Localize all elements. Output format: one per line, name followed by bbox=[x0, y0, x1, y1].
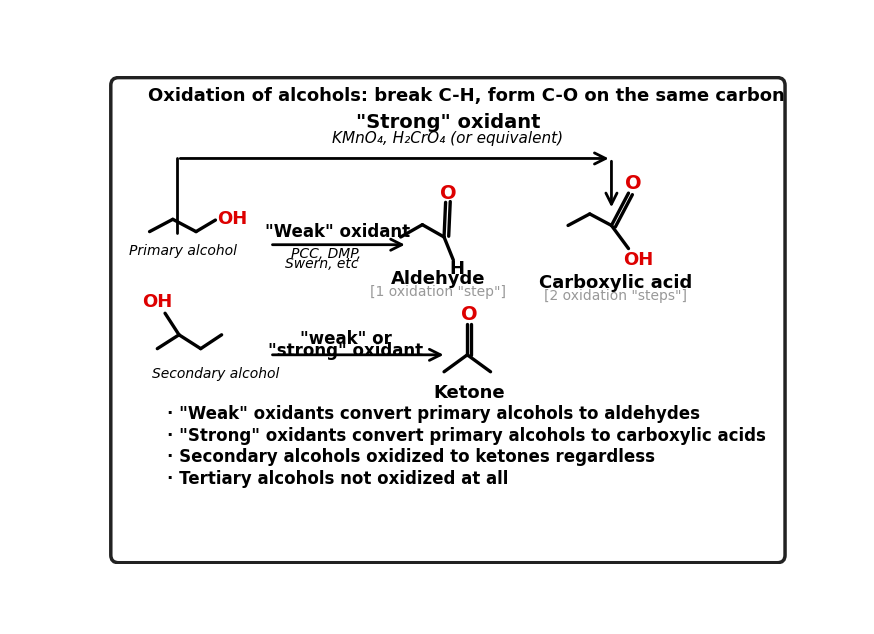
Text: · Tertiary alcohols not oxidized at all: · Tertiary alcohols not oxidized at all bbox=[168, 470, 509, 488]
Text: · Secondary alcohols oxidized to ketones regardless: · Secondary alcohols oxidized to ketones… bbox=[168, 448, 656, 466]
Text: · "Strong" oxidants convert primary alcohols to carboxylic acids: · "Strong" oxidants convert primary alco… bbox=[168, 427, 766, 444]
Text: "strong" oxidant: "strong" oxidant bbox=[268, 342, 423, 360]
FancyBboxPatch shape bbox=[111, 77, 785, 563]
Text: O: O bbox=[461, 306, 477, 324]
Text: Swern, etc: Swern, etc bbox=[285, 257, 358, 271]
Text: H: H bbox=[449, 261, 464, 278]
Text: "weak" or: "weak" or bbox=[300, 330, 392, 347]
Text: [1 oxidation "step"]: [1 oxidation "step"] bbox=[370, 285, 506, 299]
Text: Carboxylic acid: Carboxylic acid bbox=[538, 275, 692, 292]
Text: OH: OH bbox=[218, 210, 247, 228]
Text: Primary alcohol: Primary alcohol bbox=[128, 244, 237, 258]
Text: · "Weak" oxidants convert primary alcohols to aldehydes: · "Weak" oxidants convert primary alcoho… bbox=[168, 405, 700, 423]
Text: O: O bbox=[440, 184, 456, 203]
Text: O: O bbox=[625, 174, 642, 193]
Text: Secondary alcohol: Secondary alcohol bbox=[152, 367, 280, 381]
Text: KMnO₄, H₂CrO₄ (or equivalent): KMnO₄, H₂CrO₄ (or equivalent) bbox=[332, 131, 564, 146]
Text: "Strong" oxidant: "Strong" oxidant bbox=[356, 113, 540, 132]
Text: Aldehyde: Aldehyde bbox=[391, 270, 485, 288]
Text: "Weak" oxidant: "Weak" oxidant bbox=[266, 223, 411, 241]
Text: [2 oxidation "steps"]: [2 oxidation "steps"] bbox=[544, 289, 687, 303]
Text: Ketone: Ketone bbox=[433, 384, 504, 403]
Text: PCC, DMP,: PCC, DMP, bbox=[291, 247, 361, 261]
Text: OH: OH bbox=[623, 251, 654, 269]
Text: Oxidation of alcohols: break C-H, form C-O on the same carbon: Oxidation of alcohols: break C-H, form C… bbox=[148, 87, 785, 105]
Text: OH: OH bbox=[142, 294, 172, 311]
